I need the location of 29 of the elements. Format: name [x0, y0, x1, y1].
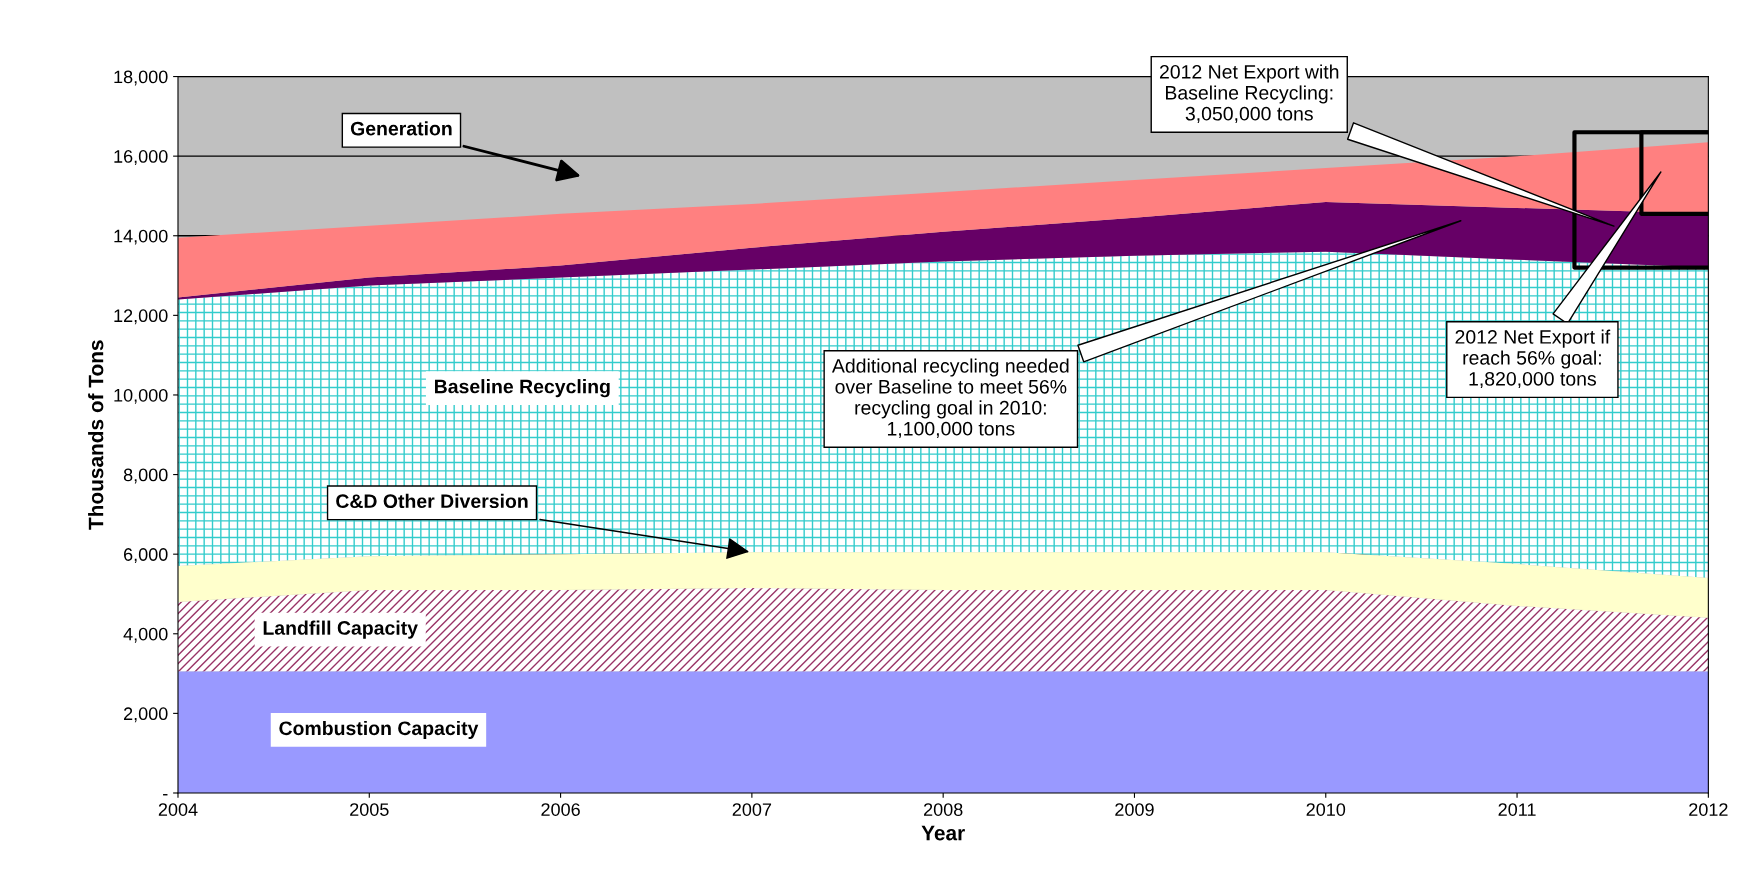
y-tick-label: 8,000: [123, 468, 168, 484]
annotation: 2012 Net Export if reach 56% goal: 1,820,000 tons: [1455, 329, 1611, 388]
x-tick-label: 2009: [1115, 803, 1154, 816]
annotation: Baseline Recycling: [435, 379, 610, 398]
y-axis-title: Thousands of Tons: [88, 340, 104, 530]
y-tick-label: 18,000: [114, 70, 168, 86]
annotation: Additional recycling needed over Baseline to meet 56% recycling goal in 2010: 1,100,000 tons: [831, 358, 1069, 438]
annotation: Landfill Capacity: [263, 620, 418, 639]
annotation: 2012 Net Export with Baseline Recycling: 3,050,000 tons: [1159, 64, 1339, 123]
x-tick-label: 2012: [1689, 803, 1728, 816]
y-tick-label: 12,000: [114, 309, 168, 325]
x-tick-label: 2008: [924, 803, 963, 816]
y-tick-label: 14,000: [114, 229, 168, 245]
x-tick-label: 2010: [1306, 803, 1346, 816]
annotation: C&D Other Diversion: [336, 493, 528, 509]
x-tick-label: 2007: [732, 803, 772, 816]
y-tick-label: -: [163, 794, 168, 796]
y-tick-label: 16,000: [114, 150, 168, 165]
x-tick-label: 2004: [158, 803, 198, 816]
annotation: Combustion Capacity: [279, 720, 479, 740]
x-tick-label: 2005: [350, 803, 389, 816]
y-tick-label: 4,000: [123, 627, 168, 643]
y-tick-label: 2,000: [124, 707, 168, 723]
x-tick-label: 2006: [541, 803, 580, 816]
y-tick-label: 10,000: [114, 388, 168, 404]
annotation: Generation: [350, 121, 452, 136]
x-axis-title: Year: [921, 825, 965, 841]
y-tick-label: 6,000: [124, 548, 168, 564]
x-tick-label: 2011: [1498, 803, 1536, 816]
